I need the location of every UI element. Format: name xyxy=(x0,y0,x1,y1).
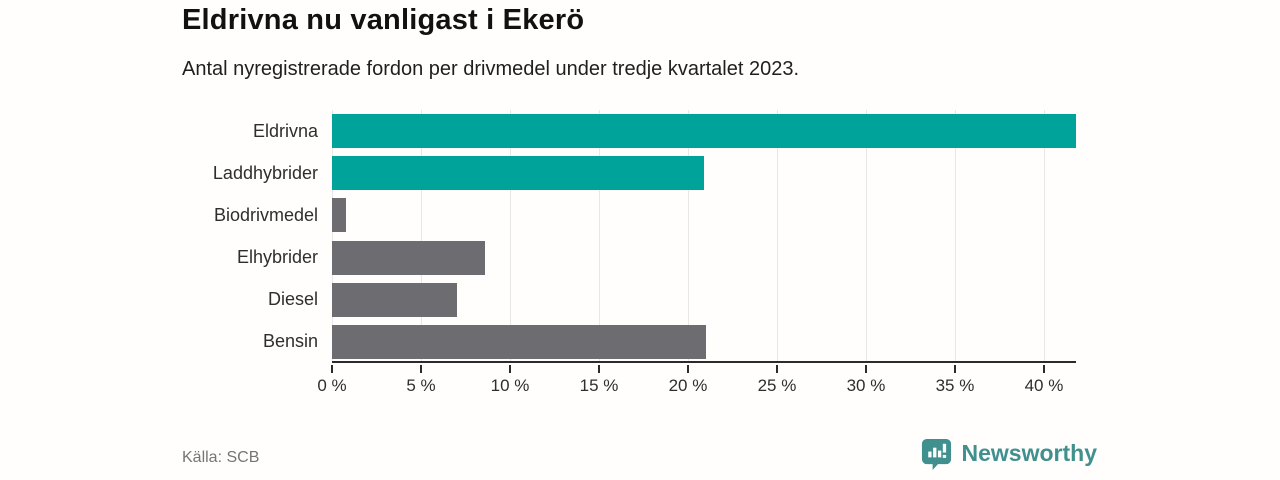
bar-row xyxy=(332,321,1076,363)
brand-name: Newsworthy xyxy=(961,440,1097,466)
bars-layer xyxy=(332,110,1076,361)
gridline xyxy=(776,110,778,361)
bar-bensin xyxy=(332,324,706,359)
newsworthy-logo-icon xyxy=(921,438,951,470)
category-label-biodrivmedel: Biodrivmedel xyxy=(213,204,318,225)
x-tick-mark xyxy=(331,365,333,373)
bar-row xyxy=(332,194,1076,236)
bar-diesel xyxy=(332,282,457,317)
x-tick-label: 15 % xyxy=(579,376,619,395)
x-tick-label: 30 % xyxy=(846,376,886,395)
gridline xyxy=(1043,110,1045,361)
bar-elhybrider xyxy=(332,240,486,275)
gridline xyxy=(598,110,600,361)
bar-biodrivmedel xyxy=(332,198,347,233)
gridline xyxy=(332,110,333,361)
x-tick-mark xyxy=(775,365,778,373)
x-tick-mark xyxy=(686,365,689,373)
gridlines xyxy=(332,110,1076,361)
bar-laddhybrider xyxy=(332,156,704,191)
gridline xyxy=(865,110,867,361)
bar-row xyxy=(332,236,1076,278)
bar-row xyxy=(332,152,1076,194)
gridline xyxy=(509,110,511,361)
bar-eldrivna xyxy=(332,114,1076,149)
category-label-laddhybrider: Laddhybrider xyxy=(212,162,318,183)
bar-chart: Eldrivna Laddhybrider Biodrivmedel Elhyb… xyxy=(182,110,1076,395)
gridline xyxy=(420,110,422,361)
x-tick-mark xyxy=(1042,365,1045,373)
x-tick-label: 0 % xyxy=(317,376,347,395)
x-tick-label: 20 % xyxy=(668,376,708,395)
x-tick-label: 10 % xyxy=(490,376,530,395)
category-label-elhybrider: Elhybrider xyxy=(236,247,318,268)
bar-row xyxy=(332,110,1076,152)
bar-row xyxy=(332,279,1076,321)
x-axis: 0 % 5 % 10 % 15 % 20 % 25 % 30 % 35 % 40 % xyxy=(317,365,1076,405)
x-tick-mark xyxy=(419,365,422,373)
x-tick-mark xyxy=(508,365,511,373)
x-tick-label: 5 % xyxy=(406,376,436,395)
gridline xyxy=(687,110,689,361)
x-tick-mark xyxy=(864,365,867,373)
category-axis: Eldrivna Laddhybrider Biodrivmedel Elhyb… xyxy=(182,110,318,363)
category-label-diesel: Diesel xyxy=(267,289,318,310)
gridline xyxy=(954,110,956,361)
category-label-bensin: Bensin xyxy=(262,331,318,352)
page-subtitle: Antal nyregistrerade fordon per drivmede… xyxy=(182,58,800,80)
plot-area xyxy=(332,110,1076,363)
brand-logo: Newsworthy xyxy=(920,437,1097,470)
x-tick-label: 25 % xyxy=(757,376,797,395)
x-tick-label: 35 % xyxy=(935,376,975,395)
x-tick-mark xyxy=(597,365,600,373)
source-note: Källa: SCB xyxy=(182,449,260,466)
x-tick-label: 40 % xyxy=(1024,376,1064,395)
category-label-eldrivna: Eldrivna xyxy=(252,120,318,141)
page-title: Eldrivna nu vanligast i Ekerö xyxy=(182,4,585,36)
x-tick-mark xyxy=(953,365,956,373)
